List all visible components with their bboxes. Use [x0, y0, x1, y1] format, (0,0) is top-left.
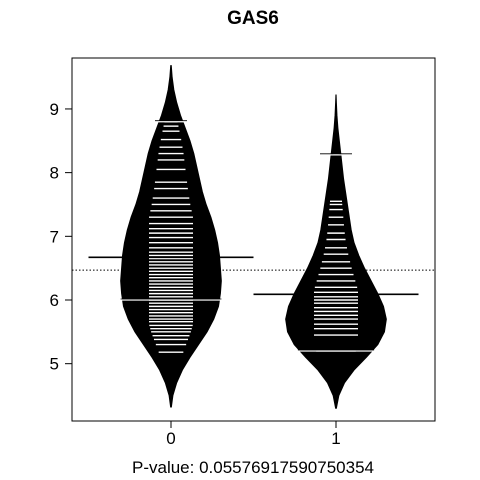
x-tick-label: 0 — [166, 429, 175, 448]
chart-title: GAS6 — [227, 8, 279, 29]
bean-0 — [120, 65, 222, 408]
x-tick-label: 1 — [331, 429, 340, 448]
plot-area: 5 6 7 8 9 0 1 — [50, 57, 436, 448]
y-tick-label: 6 — [50, 291, 59, 310]
y-tick-label: 9 — [50, 100, 59, 119]
y-tick-label: 8 — [50, 164, 59, 183]
y-tick-label: 7 — [50, 227, 59, 246]
plot-frame — [71, 57, 436, 422]
y-tick-label: 5 — [50, 355, 59, 374]
p-value-caption: P-value: 0.05576917590750354 — [132, 458, 374, 477]
bean-1 — [285, 94, 387, 409]
